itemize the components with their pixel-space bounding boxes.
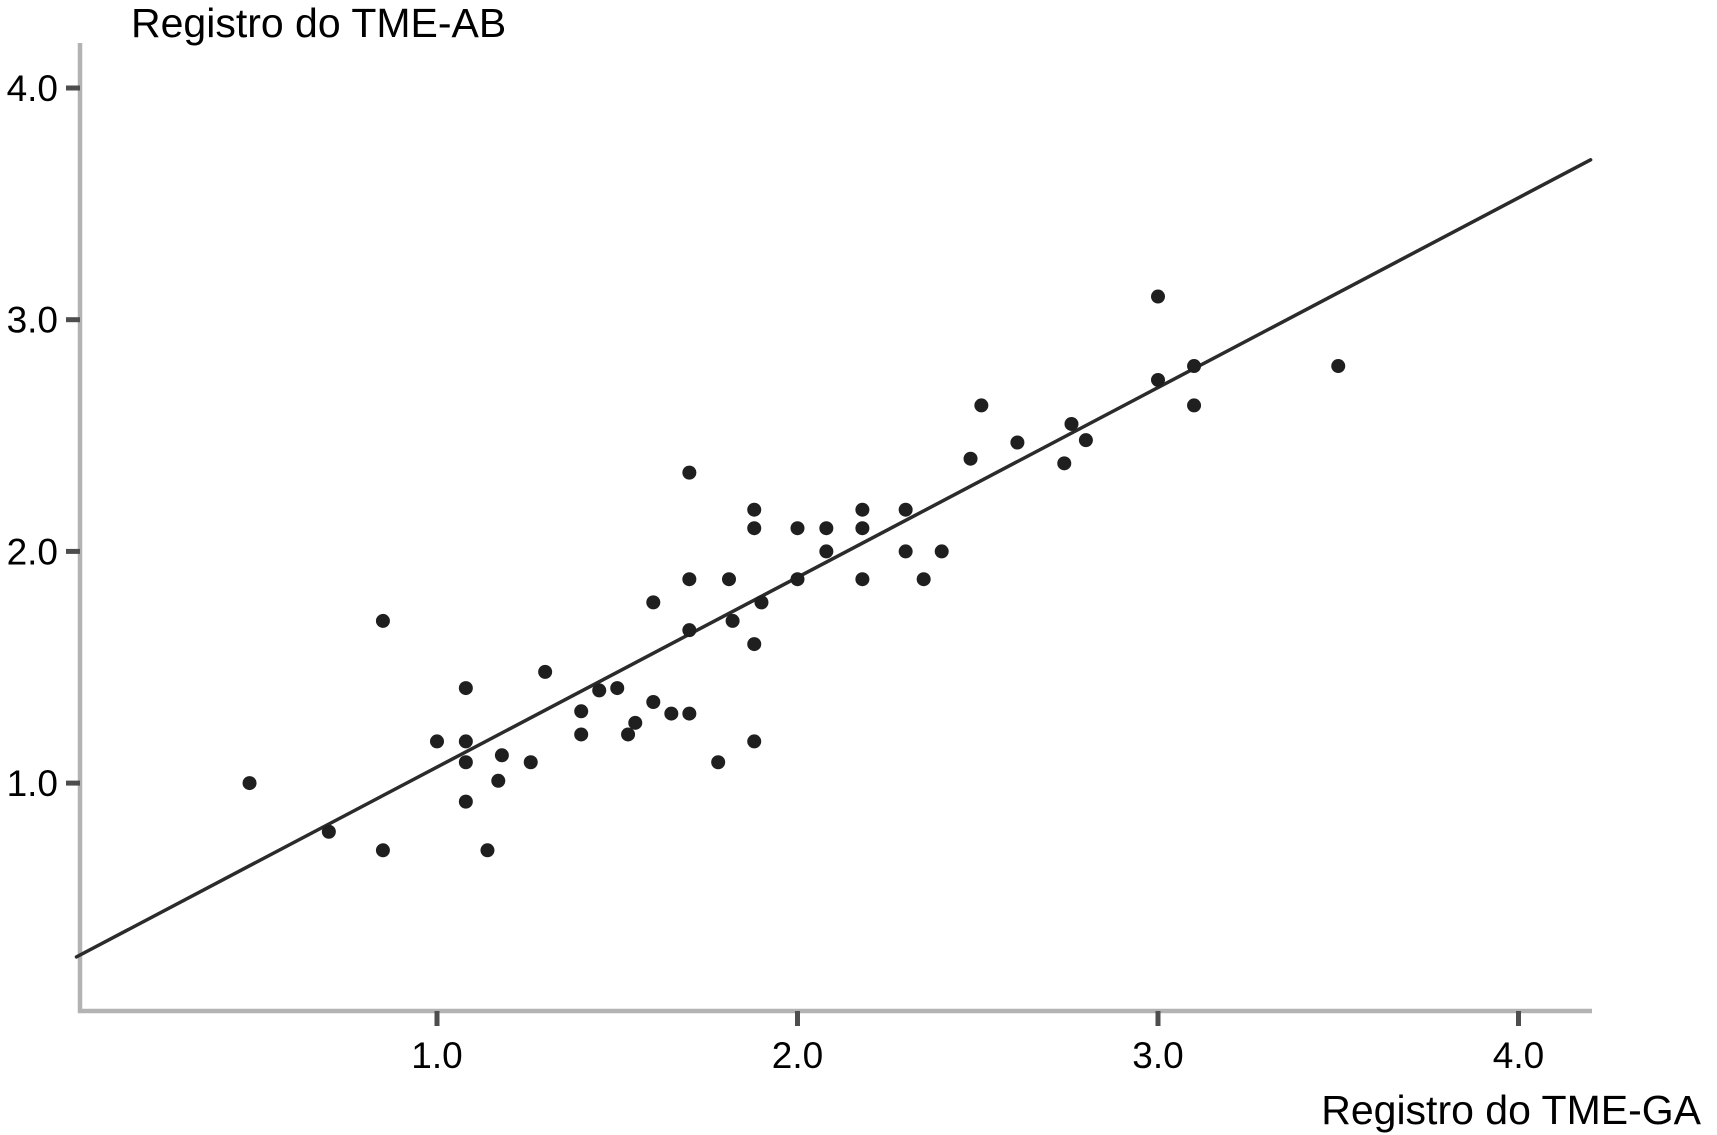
- data-point: [747, 637, 762, 652]
- data-point: [898, 502, 913, 517]
- data-point: [682, 572, 697, 587]
- y-tick-label: 3.0: [7, 300, 58, 341]
- y-axis-title: Registro do TME-AB: [131, 0, 507, 46]
- data-point: [790, 521, 805, 536]
- data-point: [916, 572, 931, 587]
- data-point: [747, 502, 762, 517]
- x-tick-label: 4.0: [1493, 1035, 1544, 1076]
- data-point: [574, 727, 589, 742]
- data-point: [621, 727, 636, 742]
- data-point: [819, 544, 834, 559]
- data-point: [1331, 359, 1346, 374]
- data-point: [1064, 416, 1079, 431]
- data-point: [963, 451, 978, 466]
- data-point: [747, 521, 762, 536]
- data-point: [819, 521, 834, 536]
- data-point: [1010, 435, 1025, 450]
- data-point: [538, 664, 553, 679]
- data-point: [574, 704, 589, 719]
- data-point: [855, 521, 870, 536]
- data-point: [375, 613, 390, 628]
- y-tick-label: 4.0: [7, 68, 58, 109]
- data-point: [855, 572, 870, 587]
- data-point: [790, 572, 805, 587]
- data-point: [458, 734, 473, 749]
- data-point: [375, 843, 390, 858]
- data-point: [646, 595, 661, 610]
- y-tick-label: 1.0: [7, 763, 58, 804]
- data-point: [934, 544, 949, 559]
- data-point: [1151, 372, 1165, 387]
- data-point: [458, 794, 473, 809]
- data-point: [610, 681, 625, 696]
- data-point: [747, 734, 762, 749]
- data-point: [494, 748, 509, 763]
- data-point: [664, 706, 679, 721]
- data-point: [725, 613, 740, 628]
- data-point: [1151, 289, 1165, 304]
- data-point: [242, 776, 257, 791]
- data-point: [480, 843, 495, 858]
- x-tick-label: 2.0: [772, 1035, 823, 1076]
- data-point: [682, 623, 697, 638]
- regression-line: [74, 158, 1593, 959]
- data-point: [1057, 456, 1072, 471]
- data-point: [523, 755, 538, 770]
- data-point: [592, 683, 607, 698]
- data-point: [974, 398, 989, 413]
- data-point: [646, 695, 661, 710]
- x-tick-label: 1.0: [411, 1035, 462, 1076]
- data-point: [1187, 359, 1202, 374]
- data-point: [458, 681, 473, 696]
- data-point: [898, 544, 913, 559]
- data-point: [491, 773, 506, 788]
- data-point: [458, 755, 473, 770]
- x-tick-label: 3.0: [1132, 1035, 1183, 1076]
- data-point: [682, 465, 697, 480]
- y-tick-label: 2.0: [7, 531, 58, 572]
- data-point: [722, 572, 737, 587]
- data-point: [855, 502, 870, 517]
- x-axis-title: Registro do TME-GA: [1321, 1087, 1701, 1133]
- data-point: [1187, 398, 1202, 413]
- data-point: [321, 824, 336, 839]
- data-point: [754, 595, 769, 610]
- data-point: [682, 706, 697, 721]
- data-point: [628, 715, 643, 730]
- data-point: [1078, 433, 1093, 448]
- data-point: [711, 755, 726, 770]
- data-point: [430, 734, 444, 749]
